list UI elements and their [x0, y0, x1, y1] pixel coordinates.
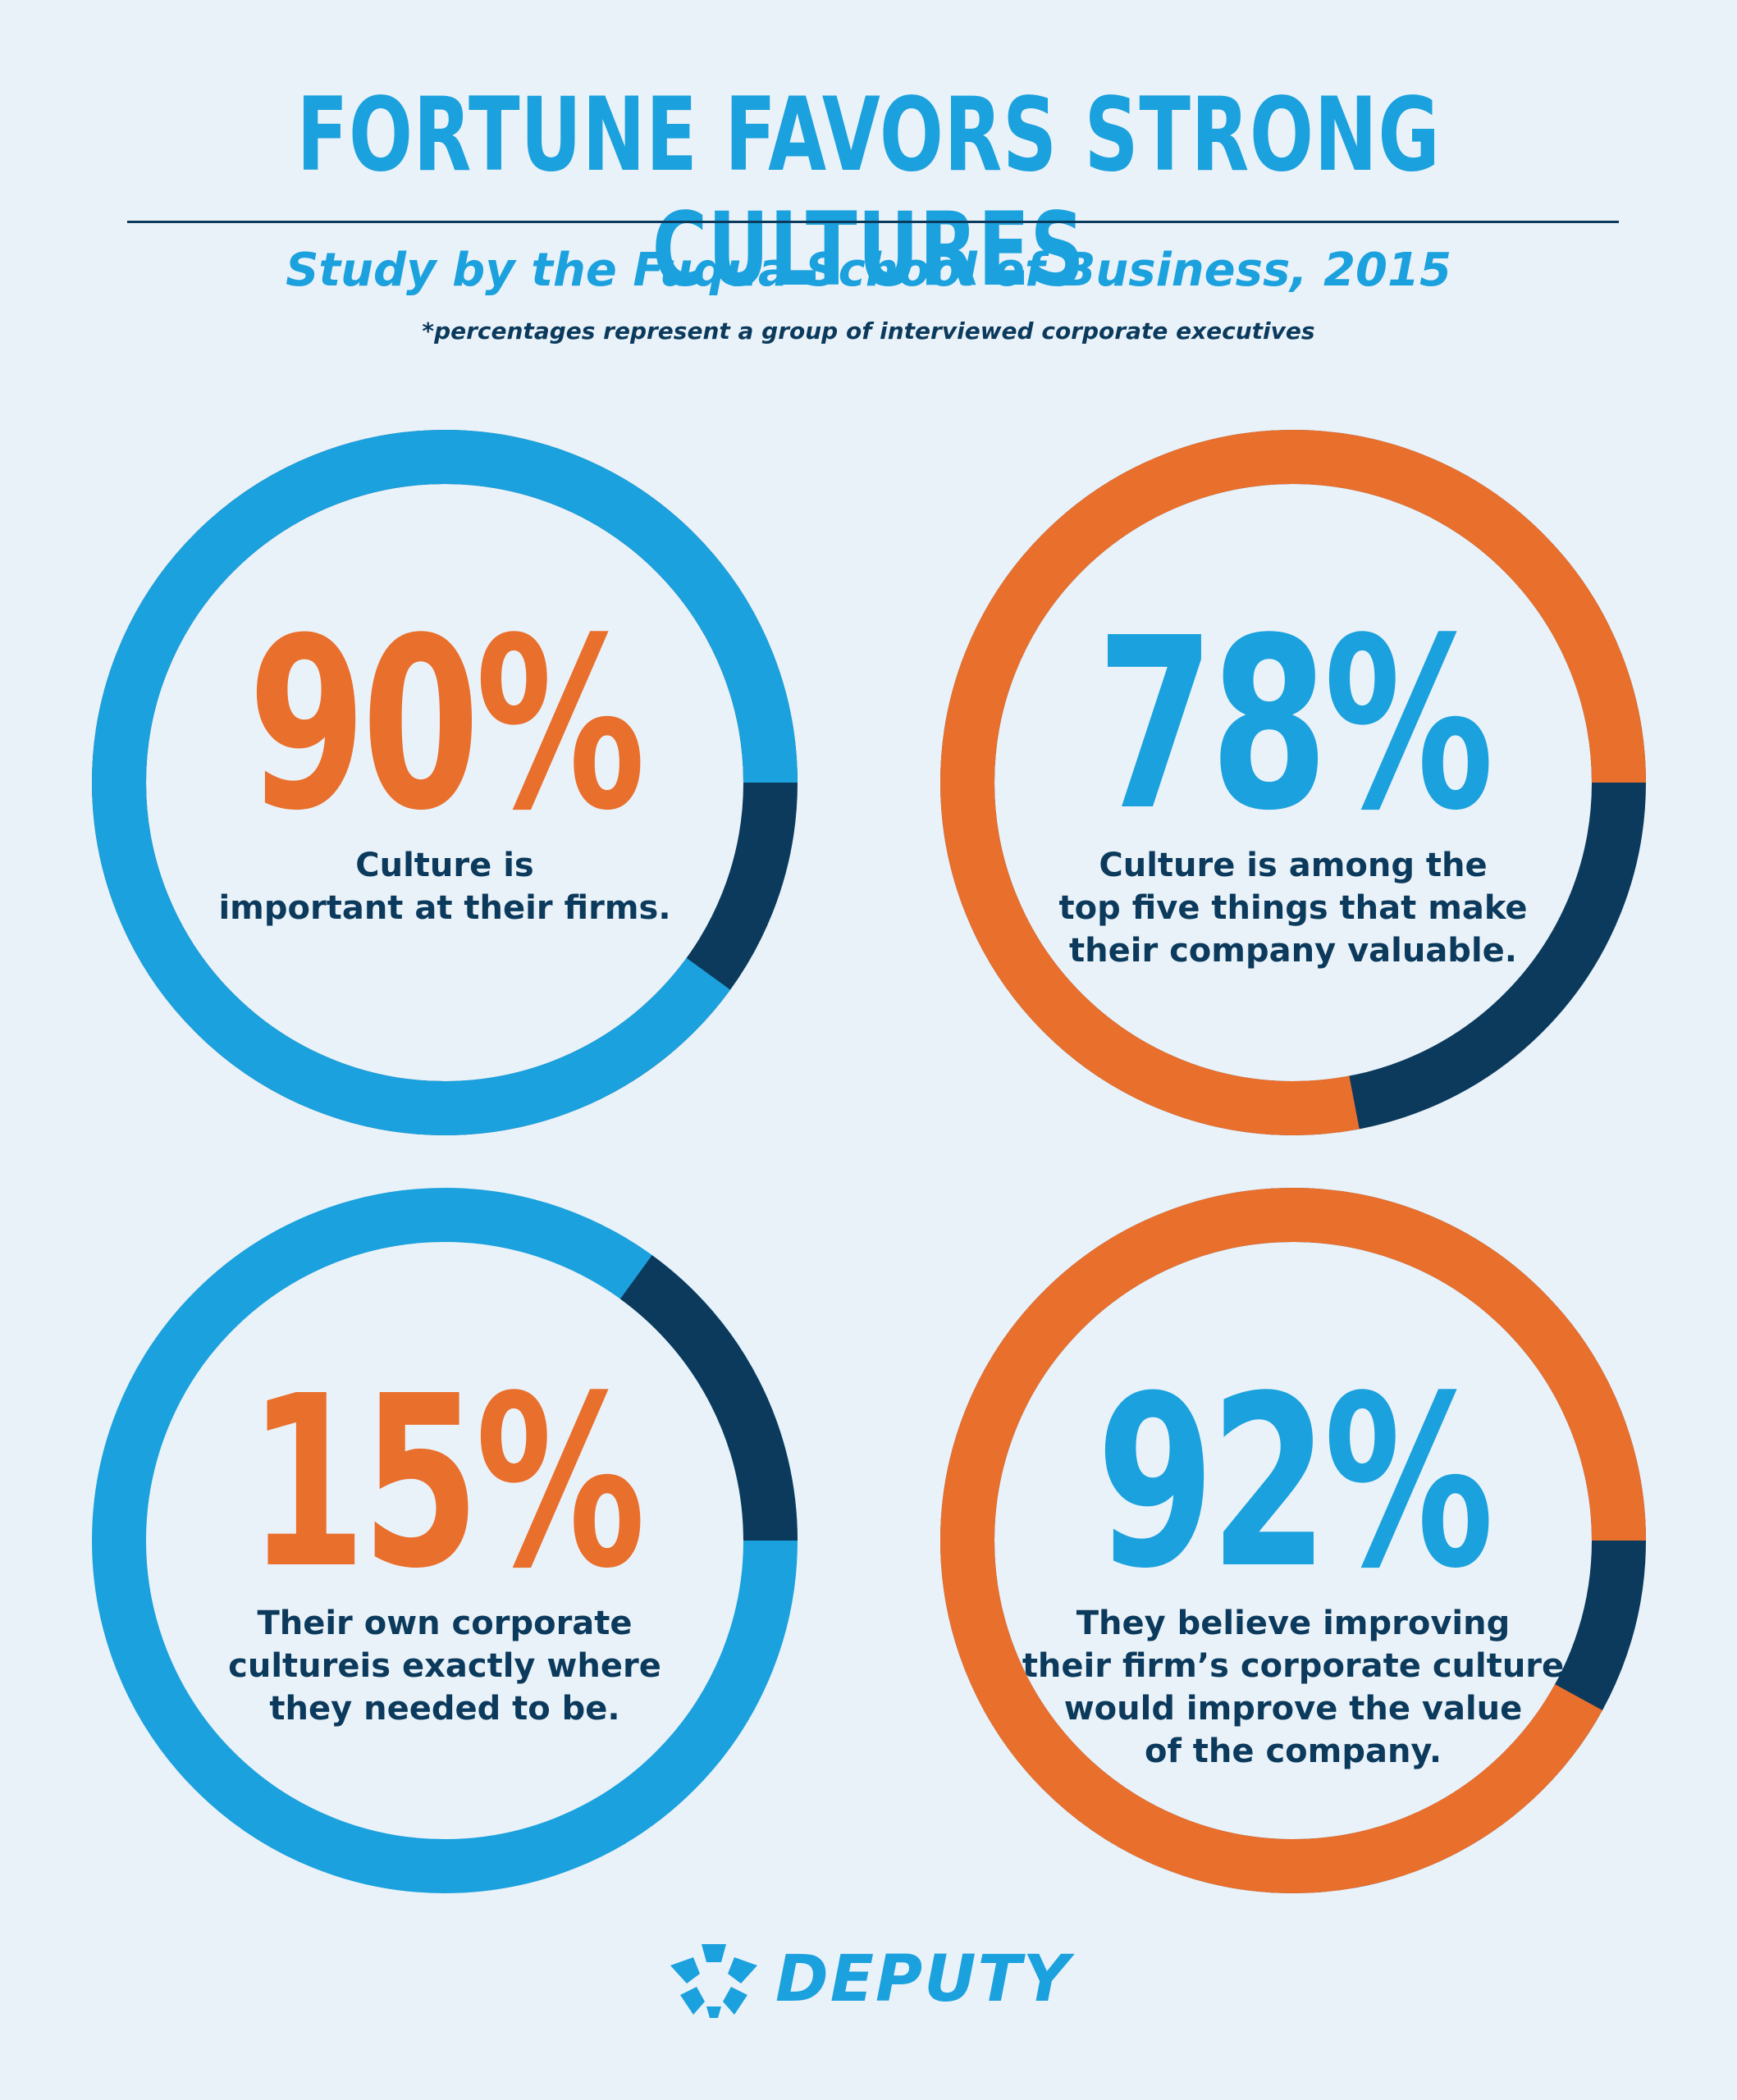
- deputy-logo: DEPUTY: [669, 1942, 1095, 2018]
- stat-card-1: 90% Culture is important at their firms.: [92, 430, 798, 1135]
- stat-value-1: 90%: [248, 587, 646, 862]
- stat-value-4: 92%: [1096, 1345, 1494, 1620]
- ring-chart-2: [940, 430, 1646, 1135]
- ring-chart-1: [92, 430, 798, 1135]
- stat-description-4: They believe improving their firm’s corp…: [1022, 1605, 1565, 1770]
- stat-description-3: Their own corporate cultureis exactly wh…: [228, 1605, 661, 1728]
- deputy-star-icon: [670, 1944, 757, 2018]
- ring-arc-4: [940, 1188, 1646, 1893]
- ring-chart-4: [940, 1188, 1646, 1893]
- ring-arc-1: [92, 430, 798, 1135]
- brand-name: DEPUTY: [775, 1942, 1072, 2016]
- title-divider: [127, 221, 1619, 223]
- footnote: *percentages represent a group of interv…: [422, 317, 1315, 345]
- ring-arc-3: [92, 1188, 798, 1893]
- stat-card-3: 15% Their own corporate cultureis exactl…: [92, 1188, 798, 1893]
- ring-chart-3: [92, 1188, 798, 1893]
- page-subtitle: Study by the Fuqua School of Business, 2…: [286, 244, 1451, 297]
- stat-card-2: 78% Culture is among the top five things…: [940, 430, 1646, 1135]
- ring-arc-2: [940, 430, 1646, 1135]
- stat-card-4: 92% They believe improving their firm’s …: [940, 1188, 1646, 1893]
- stat-description-1: Culture is important at their firms.: [218, 847, 671, 927]
- page-title: FORTUNE FAVORS STRONG CULTURES: [296, 76, 1441, 309]
- stat-description-2: Culture is among the top five things tha…: [1058, 847, 1528, 970]
- stat-value-2: 78%: [1096, 587, 1494, 862]
- stat-value-3: 15%: [248, 1345, 646, 1620]
